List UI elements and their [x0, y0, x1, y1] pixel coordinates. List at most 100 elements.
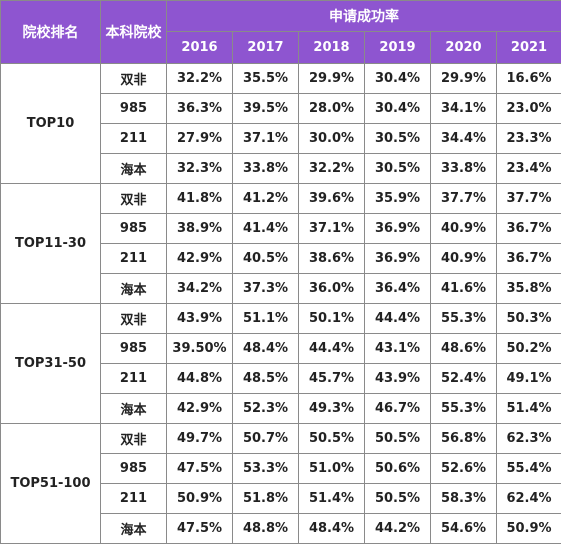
- rate-cell: 29.9%: [430, 63, 497, 94]
- table-row: 海本 47.5% 48.8% 48.4% 44.2% 54.6% 50.9%: [1, 513, 561, 544]
- rate-cell: 49.7%: [166, 423, 233, 454]
- rate-cell: 23.4%: [495, 153, 561, 184]
- rate-cell: 32.2%: [298, 153, 365, 184]
- rate-cell: 37.3%: [232, 273, 299, 304]
- table-row: 海本 32.3% 33.8% 32.2% 30.5% 33.8% 23.4%: [1, 153, 561, 184]
- rate-cell: 46.7%: [364, 393, 431, 424]
- header-year: 2016: [166, 31, 233, 64]
- rate-cell: 48.4%: [298, 513, 365, 544]
- rate-cell: 41.4%: [232, 213, 299, 244]
- rate-cell: 36.3%: [166, 93, 233, 124]
- rate-cell: 33.8%: [430, 153, 497, 184]
- ranking-group-label: TOP31-50: [0, 303, 101, 424]
- table-row: TOP31-50 双非 43.9% 51.1% 50.1% 44.4% 55.3% 50.3%: [0, 303, 561, 424]
- rate-cell: 52.6%: [430, 453, 497, 484]
- school-type-cell: 双非: [100, 303, 167, 334]
- rate-cell: 41.8%: [166, 183, 233, 214]
- school-type-cell: 海本: [100, 513, 167, 544]
- rate-cell: 50.7%: [232, 423, 299, 454]
- table-row: 985 36.3% 39.5% 28.0% 30.4% 34.1% 23.0%: [1, 93, 561, 124]
- table-row: TOP51-100 双非 49.7% 50.7% 50.5% 50.5% 56.8% 62.3…: [0, 423, 561, 544]
- rate-cell: 30.5%: [364, 153, 431, 184]
- rate-cell: 34.1%: [430, 93, 497, 124]
- rate-cell: 50.5%: [298, 423, 365, 454]
- rate-cell: 50.9%: [495, 513, 561, 544]
- rate-cell: 38.6%: [298, 243, 365, 274]
- ranking-group-label: TOP51-100: [0, 423, 101, 544]
- table-row: TOP11-30 双非 41.8% 41.2% 39.6% 35.9% 37.7% 37.7%: [0, 183, 561, 304]
- rate-cell: 40.9%: [430, 243, 497, 274]
- rate-cell: 50.5%: [364, 483, 431, 514]
- rate-cell: 36.9%: [364, 243, 431, 274]
- rate-cell: 44.2%: [364, 513, 431, 544]
- rate-cell: 47.5%: [166, 513, 233, 544]
- school-type-cell: 985: [100, 333, 167, 364]
- rate-cell: 56.8%: [430, 423, 497, 454]
- rate-cell: 53.3%: [232, 453, 299, 484]
- rate-cell: 35.8%: [495, 273, 561, 304]
- rate-cell: 34.4%: [430, 123, 497, 154]
- rate-cell: 62.3%: [495, 423, 561, 454]
- rate-cell: 50.6%: [364, 453, 431, 484]
- rate-cell: 39.6%: [298, 183, 365, 214]
- rate-cell: 42.9%: [166, 393, 233, 424]
- rate-cell: 34.2%: [166, 273, 233, 304]
- header-year: 2018: [298, 31, 365, 64]
- school-type-cell: 双非: [100, 63, 167, 94]
- rate-cell: 55.3%: [430, 393, 497, 424]
- rate-cell: 30.5%: [364, 123, 431, 154]
- rate-cell: 43.1%: [364, 333, 431, 364]
- school-type-cell: 双非: [100, 423, 167, 454]
- rate-cell: 37.7%: [495, 183, 561, 214]
- ranking-group-label: TOP11-30: [0, 183, 101, 304]
- rate-cell: 38.9%: [166, 213, 233, 244]
- header-year: 2020: [430, 31, 497, 64]
- rate-cell: 37.1%: [298, 213, 365, 244]
- rate-cell: 30.0%: [298, 123, 365, 154]
- rate-cell: 36.4%: [364, 273, 431, 304]
- school-type-cell: 海本: [100, 153, 167, 184]
- rate-cell: 39.50%: [166, 333, 233, 364]
- rate-cell: 37.1%: [232, 123, 299, 154]
- rate-cell: 32.3%: [166, 153, 233, 184]
- table-row: 211 27.9% 37.1% 30.0% 30.5% 34.4% 23.3%: [1, 123, 561, 154]
- rate-cell: 28.0%: [298, 93, 365, 124]
- rate-cell: 50.3%: [495, 303, 561, 334]
- rate-cell: 62.4%: [495, 483, 561, 514]
- table-row: TOP10 双非 32.2% 35.5% 29.9% 30.4% 29.9% 16.6%: [0, 63, 561, 184]
- rate-cell: 47.5%: [166, 453, 233, 484]
- table-row: 211 44.8% 48.5% 45.7% 43.9% 52.4% 49.1%: [1, 363, 561, 394]
- rate-cell: 16.6%: [495, 63, 561, 94]
- rate-cell: 36.7%: [495, 243, 561, 274]
- rate-cell: 50.2%: [495, 333, 561, 364]
- header-rate: 申请成功率: [165, 0, 561, 32]
- rate-cell: 44.8%: [166, 363, 233, 394]
- table-row: 211 42.9% 40.5% 38.6% 36.9% 40.9% 36.7%: [1, 243, 561, 274]
- rate-cell: 44.4%: [364, 303, 431, 334]
- rate-cell: 43.9%: [166, 303, 233, 334]
- rate-cell: 51.4%: [298, 483, 365, 514]
- rate-cell: 42.9%: [166, 243, 233, 274]
- rate-cell: 36.7%: [495, 213, 561, 244]
- rate-cell: 43.9%: [364, 363, 431, 394]
- table-row: 985 47.5% 53.3% 51.0% 50.6% 52.6% 55.4%: [1, 453, 561, 484]
- header-ranking: 院校排名: [0, 0, 101, 64]
- ranking-group-label: TOP10: [0, 63, 101, 184]
- table-row: 985 38.9% 41.4% 37.1% 36.9% 40.9% 36.7%: [1, 213, 561, 244]
- rate-cell: 36.9%: [364, 213, 431, 244]
- rate-cell: 35.5%: [232, 63, 299, 94]
- rate-cell: 40.9%: [430, 213, 497, 244]
- school-type-cell: 211: [100, 363, 167, 394]
- table-row: 985 39.50% 48.4% 44.4% 43.1% 48.6% 50.2%: [1, 333, 561, 364]
- table-row: 海本 34.2% 37.3% 36.0% 36.4% 41.6% 35.8%: [1, 273, 561, 304]
- rate-cell: 23.3%: [495, 123, 561, 154]
- rate-cell: 45.7%: [298, 363, 365, 394]
- rate-cell: 55.4%: [495, 453, 561, 484]
- rate-cell: 54.6%: [430, 513, 497, 544]
- table-body: TOP10 双非 32.2% 35.5% 29.9% 30.4% 29.9% 16.6% 985…: [0, 63, 561, 544]
- rate-cell: 52.3%: [232, 393, 299, 424]
- rate-cell: 48.5%: [232, 363, 299, 394]
- rate-cell: 27.9%: [166, 123, 233, 154]
- rate-cell: 48.8%: [232, 513, 299, 544]
